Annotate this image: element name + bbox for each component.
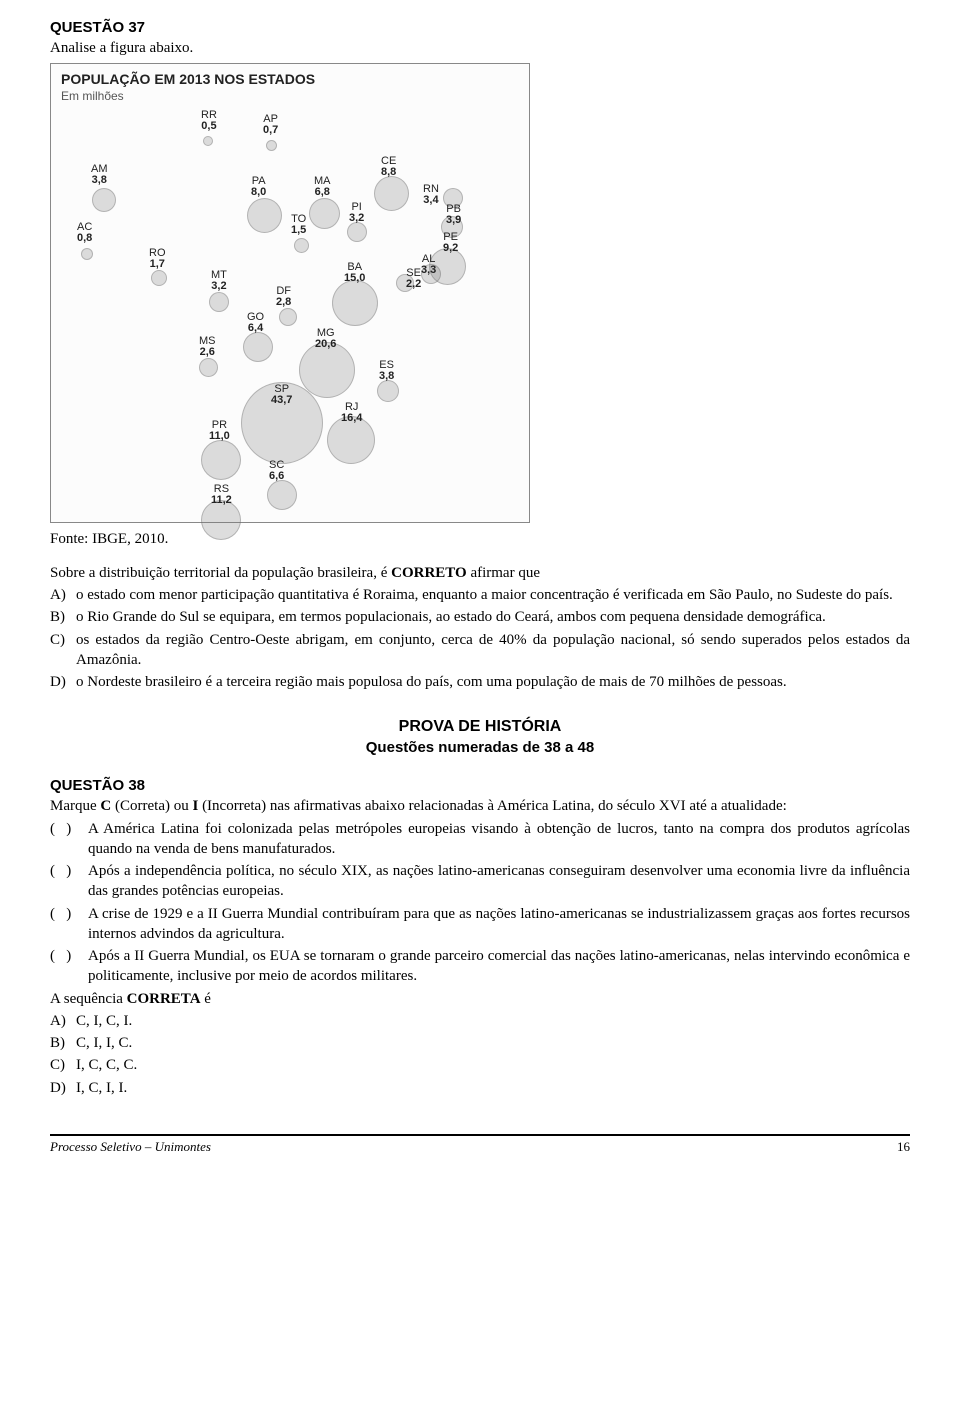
map-label-mg: MG20,6 xyxy=(315,328,336,351)
map-label-pi: PI3,2 xyxy=(349,202,364,225)
map-label-go: GO6,4 xyxy=(247,312,264,335)
map-source: Fonte: IBGE, 2010. xyxy=(50,529,910,549)
map-bubble-mt xyxy=(209,292,229,312)
q37-option-b: B) o Rio Grande do Sul se equipara, em t… xyxy=(50,607,910,627)
map-label-rs: RS11,2 xyxy=(211,484,232,507)
map-label-es: ES3,8 xyxy=(379,360,394,383)
map-label-pr: PR11,0 xyxy=(209,420,230,443)
map-bubble-am xyxy=(92,188,116,212)
q38-option-a: A) C, I, C, I. xyxy=(50,1011,910,1031)
map-bubble-ma xyxy=(309,198,340,229)
question-38: QUESTÃO 38 Marque C (Correta) ou I (Inco… xyxy=(50,776,910,1098)
map-label-ap: AP0,7 xyxy=(263,114,278,137)
map-label-rn: RN3,4 xyxy=(423,184,439,207)
map-label-ms: MS2,6 xyxy=(199,336,216,359)
map-label-pa: PA8,0 xyxy=(251,176,266,199)
map-label-pe: PE9,2 xyxy=(443,232,458,255)
q37-sub: Analise a figura abaixo. xyxy=(50,38,910,58)
question-37: QUESTÃO 37 Analise a figura abaixo. POPU… xyxy=(50,18,910,692)
map-label-to: TO1,5 xyxy=(291,214,306,237)
q38-item-3: ( ) A crise de 1929 e a II Guerra Mundia… xyxy=(50,904,910,945)
footer-page: 16 xyxy=(897,1138,910,1156)
map-label-se: SE2,2 xyxy=(406,268,421,291)
section-sub: Questões numeradas de 38 a 48 xyxy=(50,738,910,758)
map-bubble-rr xyxy=(203,136,213,146)
map-bubble-es xyxy=(377,380,399,402)
q38-seq-label: A sequência CORRETA é xyxy=(50,989,910,1009)
map-bubble-sc xyxy=(267,480,297,510)
q37-option-d: D) o Nordeste brasileiro é a terceira re… xyxy=(50,672,910,692)
map-bubble-pa xyxy=(247,198,282,233)
q37-title: QUESTÃO 37 xyxy=(50,18,910,38)
q38-stem: Marque C (Correta) ou I (Incorreta) nas … xyxy=(50,796,910,816)
map-label-df: DF2,8 xyxy=(276,286,291,309)
q38-item-4: ( ) Após a II Guerra Mundial, os EUA se … xyxy=(50,946,910,987)
footer-left: Processo Seletivo – Unimontes xyxy=(50,1138,211,1156)
page-footer: Processo Seletivo – Unimontes 16 xyxy=(50,1134,910,1156)
map-title: POPULAÇÃO EM 2013 NOS ESTADOS xyxy=(61,70,315,89)
map-bubble-ac xyxy=(81,248,93,260)
map-bubble-df xyxy=(279,308,297,326)
q38-item-2: ( ) Após a independência política, no sé… xyxy=(50,861,910,902)
map-bubble-to xyxy=(294,238,309,253)
q38-option-c: C) I, C, C, C. xyxy=(50,1055,910,1075)
section-title: PROVA DE HISTÓRIA xyxy=(50,716,910,738)
map-label-rr: RR0,5 xyxy=(201,110,217,133)
map-label-ma: MA6,8 xyxy=(314,176,331,199)
map-label-ba: BA15,0 xyxy=(344,262,365,285)
map-label-ro: RO1,7 xyxy=(149,248,166,271)
q38-title: QUESTÃO 38 xyxy=(50,776,910,796)
map-label-sp: SP43,7 xyxy=(271,384,292,407)
map-bubble-ro xyxy=(151,270,167,286)
map-label-am: AM3,8 xyxy=(91,164,108,187)
q38-option-d: D) I, C, I, I. xyxy=(50,1078,910,1098)
q37-option-a: A) o estado com menor participação quant… xyxy=(50,585,910,605)
map-bubble-pr xyxy=(201,440,241,480)
map-bubble-ba xyxy=(332,280,378,326)
map-bubble-ce xyxy=(374,176,409,211)
map-label-al: AL3,3 xyxy=(421,254,436,277)
map-figure: POPULAÇÃO EM 2013 NOS ESTADOS Em milhões… xyxy=(50,63,530,523)
map-label-rj: RJ16,4 xyxy=(341,402,362,425)
map-label-pb: PB3,9 xyxy=(446,204,461,227)
q37-option-c: C) os estados da região Centro-Oeste abr… xyxy=(50,630,910,671)
q38-option-b: B) C, I, I, C. xyxy=(50,1033,910,1053)
q37-stem: Sobre a distribuição territorial da popu… xyxy=(50,563,910,583)
map-bubble-ms xyxy=(199,358,218,377)
q38-item-1: ( ) A América Latina foi colonizada pela… xyxy=(50,819,910,860)
map-label-sc: SC6,6 xyxy=(269,460,284,483)
map-subtitle: Em milhões xyxy=(61,88,124,104)
map-bubble-go xyxy=(243,332,273,362)
map-label-ac: AC0,8 xyxy=(77,222,92,245)
map-label-ce: CE8,8 xyxy=(381,156,396,179)
map-label-mt: MT3,2 xyxy=(211,270,227,293)
map-bubble-ap xyxy=(266,140,277,151)
